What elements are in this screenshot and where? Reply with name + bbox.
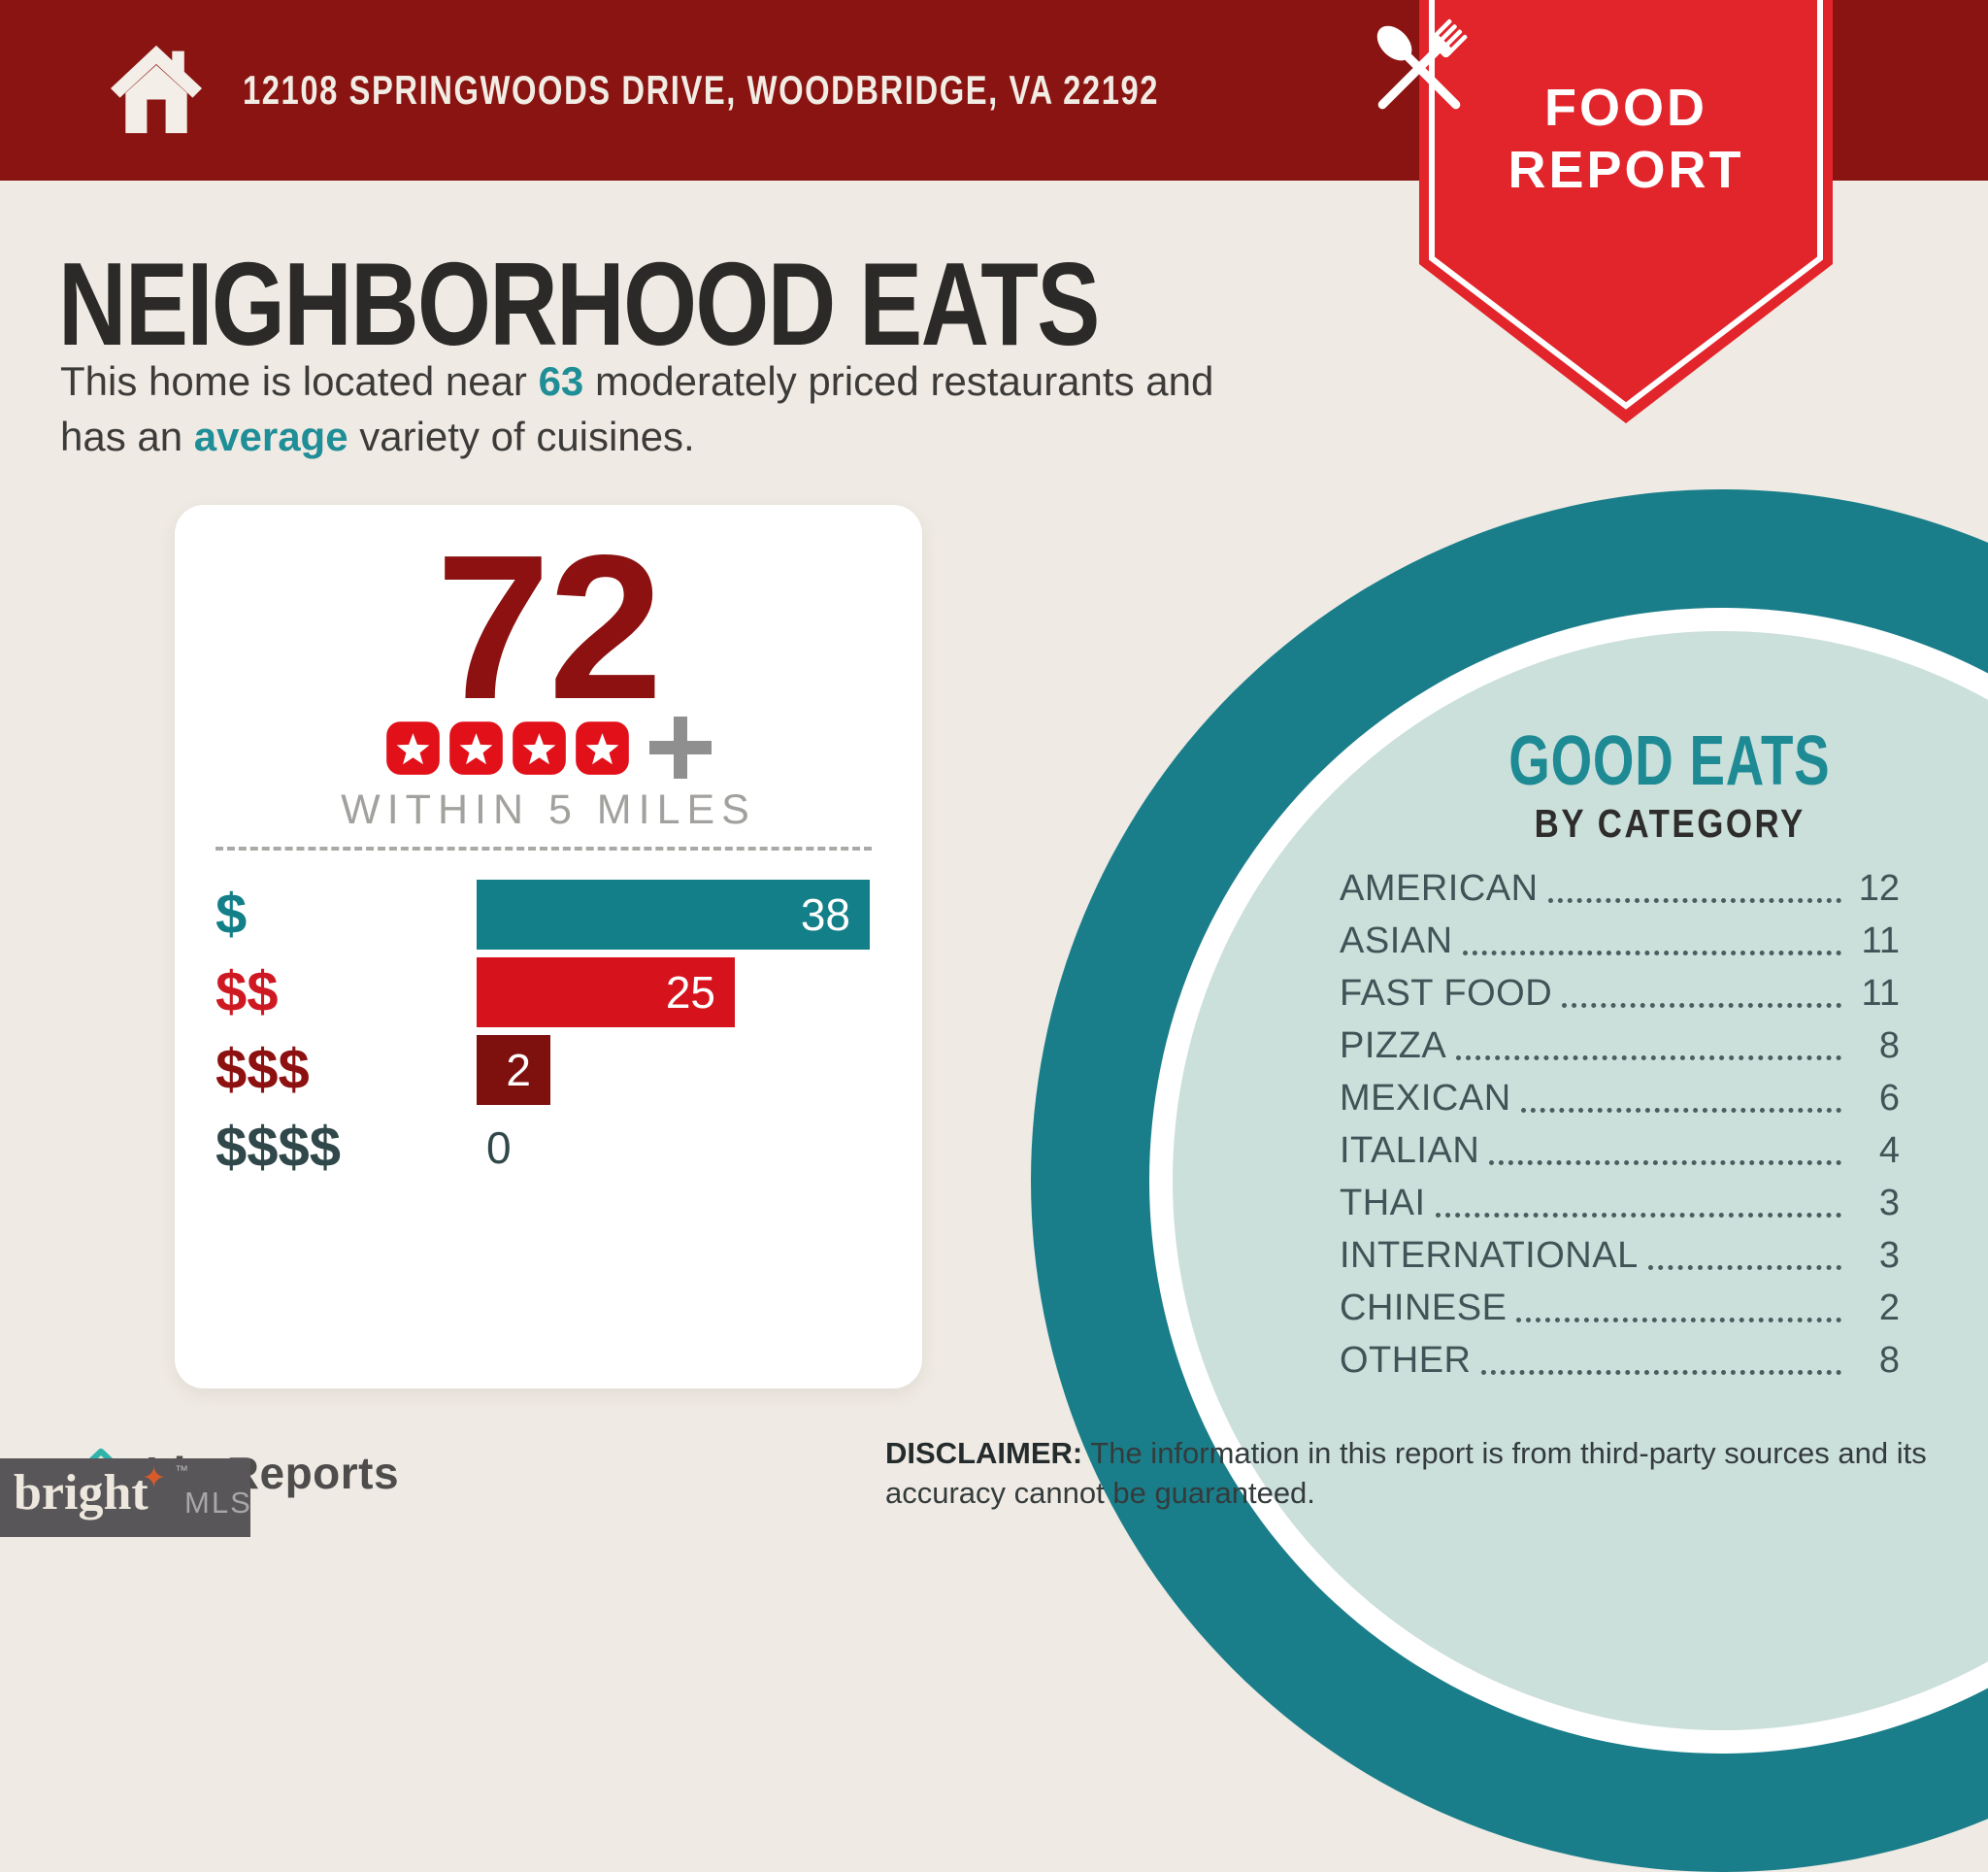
- category-value: 3: [1878, 1183, 1900, 1223]
- dotted-leader: [1520, 1108, 1841, 1113]
- food-report-ribbon: FOOD REPORT: [1376, 0, 1833, 423]
- property-address: 12108 SPRINGWOODS DRIVE, WOODBRIDGE, VA …: [243, 67, 1160, 113]
- price-bar: 2: [477, 1035, 550, 1105]
- category-label: PIZZA: [1340, 1025, 1447, 1066]
- price-bar-value: 25: [665, 967, 715, 1018]
- yelp-star-icon: [576, 720, 629, 775]
- price-bar: 25: [477, 957, 735, 1027]
- category-value: 6: [1878, 1078, 1900, 1119]
- mls-wordmark: MLS: [184, 1486, 252, 1520]
- home-icon: [99, 42, 214, 140]
- stars-row: [175, 717, 922, 779]
- category-row: FAST FOOD 11: [1340, 968, 1900, 1020]
- price-bar-value: 2: [506, 1045, 531, 1095]
- score-card: 72 WITHIN 5 MILES $ 38 $$ 25 $$$: [175, 505, 922, 1388]
- price-row: $$ 25: [215, 957, 872, 1027]
- category-label: MEXICAN: [1340, 1078, 1511, 1119]
- price-bar-value: 38: [800, 889, 850, 940]
- dotted-leader: [1480, 1370, 1841, 1375]
- good-eats-title: GOOD EATS: [1508, 722, 1831, 800]
- dotted-leader: [1489, 1160, 1841, 1165]
- price-bar-value: 0: [486, 1122, 512, 1173]
- restaurant-count: 63: [538, 358, 584, 404]
- category-row: AMERICAN 12: [1340, 863, 1900, 916]
- price-bar-chart: $ 38 $$ 25 $$$ 2 $$$$ 0: [215, 880, 872, 1190]
- radius-label: WITHIN 5 MILES: [341, 786, 756, 833]
- disclaimer-label: DISCLAIMER:: [885, 1436, 1083, 1470]
- bright-mls-logo: bright ✦ ™ MLS: [0, 1458, 250, 1537]
- intro-text: This home is located near 63 moderately …: [60, 358, 1214, 459]
- sparkle-icon: ✦: [142, 1462, 167, 1494]
- category-value: 8: [1878, 1340, 1900, 1381]
- price-tier-label: $$: [215, 960, 279, 1023]
- price-tier-label: $$$: [215, 1038, 310, 1101]
- spoon-fork-icon: [1376, 18, 1468, 110]
- category-label: OTHER: [1340, 1340, 1472, 1381]
- ribbon-title-line2: REPORT: [1508, 141, 1744, 199]
- category-label: FAST FOOD: [1340, 973, 1553, 1014]
- good-eats-subtitle: BY CATEGORY: [1534, 801, 1806, 846]
- category-row: THAI 3: [1340, 1178, 1900, 1230]
- category-list: AMERICAN 12 ASIAN 11 FAST FOOD 11 PIZZA …: [1340, 863, 1900, 1387]
- category-value: 11: [1861, 920, 1900, 961]
- category-label: ITALIAN: [1340, 1130, 1480, 1171]
- category-value: 3: [1878, 1235, 1900, 1276]
- dotted-leader: [1547, 898, 1841, 903]
- category-row: CHINESE 2: [1340, 1283, 1900, 1335]
- category-row: OTHER 8: [1340, 1335, 1900, 1387]
- disclaimer: DISCLAIMER: The information in this repo…: [885, 1436, 1927, 1510]
- category-row: ITALIAN 4: [1340, 1125, 1900, 1178]
- trademark-symbol: ™: [175, 1462, 188, 1478]
- dotted-leader: [1462, 951, 1841, 955]
- price-row: $ 38: [215, 880, 872, 950]
- price-tier-label: $$$$: [215, 1116, 342, 1179]
- category-value: 12: [1858, 868, 1900, 909]
- good-eats-heading: GOOD EATS BY CATEGORY: [1359, 726, 1980, 844]
- category-label: ASIAN: [1340, 920, 1453, 961]
- dotted-leader: [1647, 1265, 1841, 1270]
- category-value: 11: [1861, 973, 1900, 1014]
- restaurant-score: 72: [436, 512, 663, 742]
- plus-icon: [649, 717, 712, 779]
- category-row: INTERNATIONAL 3: [1340, 1230, 1900, 1283]
- category-value: 2: [1878, 1287, 1900, 1328]
- ribbon-title-line1: FOOD: [1544, 79, 1707, 137]
- category-label: AMERICAN: [1340, 868, 1539, 909]
- dotted-leader: [1456, 1055, 1841, 1060]
- category-label: CHINESE: [1340, 1287, 1508, 1328]
- price-tier-label: $: [215, 883, 248, 946]
- price-bar: 38: [477, 880, 870, 950]
- dashed-divider: [215, 847, 872, 851]
- category-label: INTERNATIONAL: [1340, 1235, 1639, 1276]
- dotted-leader: [1435, 1213, 1841, 1218]
- category-row: ASIAN 11: [1340, 916, 1900, 968]
- category-value: 8: [1878, 1025, 1900, 1066]
- category-value: 4: [1878, 1130, 1900, 1171]
- dotted-leader: [1516, 1318, 1841, 1322]
- page-title: NEIGHBORHOOD EATS: [58, 238, 1100, 370]
- yelp-star-icon: [386, 720, 440, 775]
- yelp-star-icon: [449, 720, 503, 775]
- stars-container: [385, 720, 630, 776]
- dotted-leader: [1562, 1003, 1841, 1008]
- category-label: THAI: [1340, 1183, 1426, 1223]
- category-row: MEXICAN 6: [1340, 1073, 1900, 1125]
- category-row: PIZZA 8: [1340, 1020, 1900, 1073]
- price-row: $$$ 2: [215, 1035, 872, 1105]
- price-row: $$$$ 0: [215, 1113, 872, 1183]
- bright-wordmark: bright: [14, 1465, 149, 1521]
- yelp-star-icon: [513, 720, 566, 775]
- variety-highlight: average: [193, 414, 348, 459]
